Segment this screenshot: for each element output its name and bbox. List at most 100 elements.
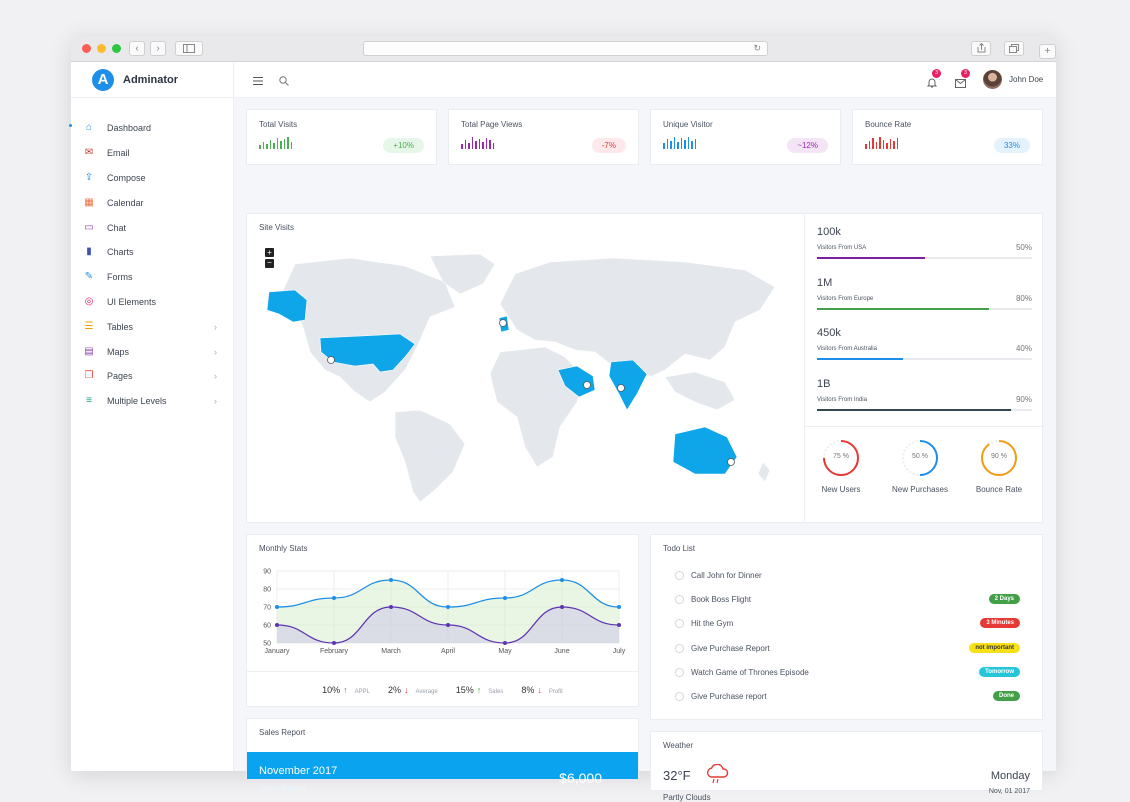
visits-label: Visitors From Australia [817,346,877,352]
sparkline-bar [666,139,668,149]
world-map[interactable] [255,252,803,502]
sidebar-item-dashboard[interactable]: ⌂ Dashboard [71,116,234,141]
todo-item[interactable]: Watch Game of Thrones Episode Tomorrow [651,666,1042,680]
chevron-right-icon: › [214,321,217,332]
notifications-button[interactable]: 3 [926,69,941,88]
zoom-in-button[interactable]: + [265,248,274,257]
data-point[interactable] [560,578,564,582]
logo[interactable]: A Adminator [71,62,234,98]
sidebar-item-ui-elements[interactable]: ◎ UI Elements [71,290,234,315]
minimize-window-button[interactable] [97,44,106,53]
data-point[interactable] [389,605,393,609]
sidebar-item-tables[interactable]: ☰ Tables › [71,314,234,339]
stat-card-total-page-views: Total Page Views -7% [448,109,639,165]
visits-value: 100k [817,226,841,238]
sidebar-item-compose[interactable]: ⇪ Compose [71,166,234,191]
sparkline-bar [468,143,470,149]
brand-name: Adminator [123,74,178,86]
sidebar-item-label: UI Elements [107,296,157,307]
map-india [608,359,648,411]
todo-checkbox[interactable] [675,571,684,580]
bar-chart-icon: ▮ [86,246,92,258]
tabs-button[interactable] [1004,41,1024,56]
cloud-rain-icon [707,764,729,784]
sidebar-item-charts[interactable]: ▮ Charts [71,240,234,265]
search-icon[interactable] [279,76,289,86]
menu-icon[interactable] [253,77,263,85]
close-window-button[interactable] [82,44,91,53]
todo-item[interactable]: Give Purchase report Done [651,690,1042,704]
data-point[interactable] [446,605,450,609]
data-point[interactable] [446,623,450,627]
gauge-ring [823,440,859,476]
gauge-value: 90 % [991,453,1007,460]
new-tab-button[interactable]: + [1039,44,1056,59]
maximize-window-button[interactable] [112,44,121,53]
data-point[interactable] [617,605,621,609]
sidebar-item-calendar[interactable]: ▦ Calendar [71,190,234,215]
back-button[interactable]: ‹ [129,41,145,56]
map-south-america [394,409,466,502]
map-africa [489,346,586,468]
x-tick-label: January [265,648,290,655]
data-point[interactable] [503,641,507,645]
sidebar-item-pages[interactable]: ❐ Pages › [71,364,234,389]
stat-title: Unique Visitor [663,120,713,129]
chevron-right-icon: › [214,396,217,407]
zoom-out-button[interactable]: − [265,259,274,268]
todo-item[interactable]: Book Boss Flight 2 Days [651,593,1042,607]
sidebar-item-email[interactable]: ✉ Email [71,141,234,166]
todo-text: Call John for Dinner [691,571,762,580]
data-point[interactable] [275,623,279,627]
map-new-zealand [757,461,771,483]
data-point[interactable] [617,623,621,627]
todo-text: Give Purchase Report [691,643,770,653]
envelope-icon [955,79,966,88]
todo-checkbox[interactable] [675,667,684,677]
data-point[interactable] [560,605,564,609]
address-bar[interactable]: ↻ [363,41,768,56]
sparkline-bar [875,142,877,149]
todo-item[interactable]: Give Purchase Report not important [651,642,1042,656]
todo-item[interactable]: Call John for Dinner [651,569,1042,583]
trend-arrow-icon: ↑ [476,684,482,695]
data-point[interactable] [332,596,336,600]
sparkline-bar [865,144,867,149]
sidebar-item-forms[interactable]: ✎ Forms [71,265,234,290]
gauge-label: New Purchases [891,485,949,494]
sparkline-bar [886,143,888,149]
todo-checkbox[interactable] [675,692,684,701]
todo-checkbox[interactable] [675,643,684,653]
data-point[interactable] [503,596,507,600]
reload-icon[interactable]: ↻ [753,43,761,53]
data-point[interactable] [332,641,336,645]
todo-checkbox[interactable] [675,619,684,629]
todo-checkbox[interactable] [675,595,684,605]
gauge-value: 75 % [833,453,849,460]
map-marker-saudi [583,381,591,389]
todo-item[interactable]: Hit the Gym 3 Minutes [651,617,1042,631]
sidebar-item-chat[interactable]: ▭ Chat [71,215,234,240]
messages-button[interactable]: 3 [955,69,970,88]
visits-percent: 50% [1015,243,1032,252]
visits-label: Visitors From India [817,396,867,403]
notifications-badge: 3 [932,69,941,78]
main-content: Total Visits +10% Total Page Views -7% Uniqu… [234,98,1056,802]
data-point[interactable] [389,578,393,582]
sidebar-item-multiple-levels[interactable]: ≡ Multiple Levels › [71,389,234,414]
data-point[interactable] [275,605,279,609]
browser-chrome: ‹ › ↻ + [71,36,1056,62]
sidebar-toggle-button[interactable] [175,41,203,56]
todo-text: Give Purchase report [691,692,767,701]
mail-icon: ✉ [84,147,94,159]
share-button[interactable] [971,41,991,56]
sidebar-item-maps[interactable]: ▤ Maps › [71,339,234,364]
trend-arrow-icon: ↓ [537,684,542,695]
chat-icon: ▭ [84,221,94,233]
forward-button[interactable]: › [150,41,166,56]
sidebar-item-label: Tables [107,321,134,332]
sparkline-bar [889,139,891,149]
visits-value: 1B [817,377,831,390]
map-alaska [266,289,308,323]
list-icon: ≡ [86,395,92,407]
